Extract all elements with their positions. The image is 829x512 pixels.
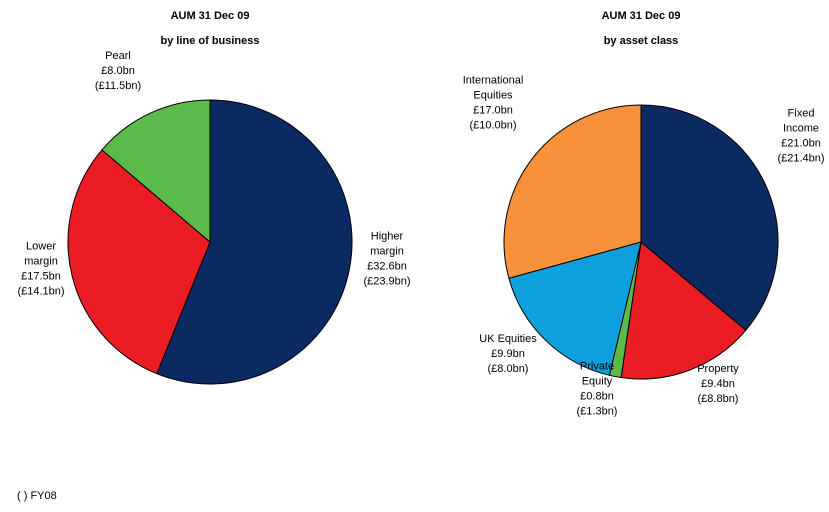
pie-slice-international-equities <box>503 104 642 279</box>
slice-label-property: Property £9.4bn (£8.8bn) <box>697 363 739 405</box>
pie-slice-higher-margin <box>156 99 353 385</box>
slice-label-pearl: Pearl £8.0bn (£11.5bn) <box>95 50 141 92</box>
slice-label-uk-equities: UK Equities £9.9bn (£8.0bn) <box>479 333 537 375</box>
chart-title-line: by asset class <box>604 35 679 47</box>
chart-title-line: by line of business <box>160 35 259 47</box>
slice-label-lower-margin: Lower margin £17.5bn (£14.1bn) <box>17 241 64 298</box>
pie-slice-fixed-income <box>640 104 779 331</box>
pie-slice-pearl <box>101 99 211 244</box>
chart-title-line: AUM 31 Dec 09 <box>171 10 250 22</box>
slice-label-higher-margin: Higher margin £32.6bn (£23.9bn) <box>363 231 410 288</box>
pie-chart-1: AUM 31 Dec 09 by line of business Higher ma… <box>17 10 411 385</box>
footnote: ( ) FY08 <box>17 490 57 502</box>
slice-label-private-equity: Private Equity £0.8bn (£1.3bn) <box>577 361 618 418</box>
pie-chart-2: AUM 31 Dec 09 by asset class Fixed Income £2… <box>463 10 825 418</box>
chart-title-line: AUM 31 Dec 09 <box>602 10 681 22</box>
pie-slice-lower-margin <box>67 149 211 375</box>
pie-slice-uk-equities <box>508 241 642 376</box>
slice-label-international-equities: International Equities £17.0bn (£10.0bn) <box>463 75 524 132</box>
slice-label-fixed-income: Fixed Income £21.0bn (£21.4bn) <box>777 108 824 165</box>
pie-slice-property <box>620 241 747 380</box>
